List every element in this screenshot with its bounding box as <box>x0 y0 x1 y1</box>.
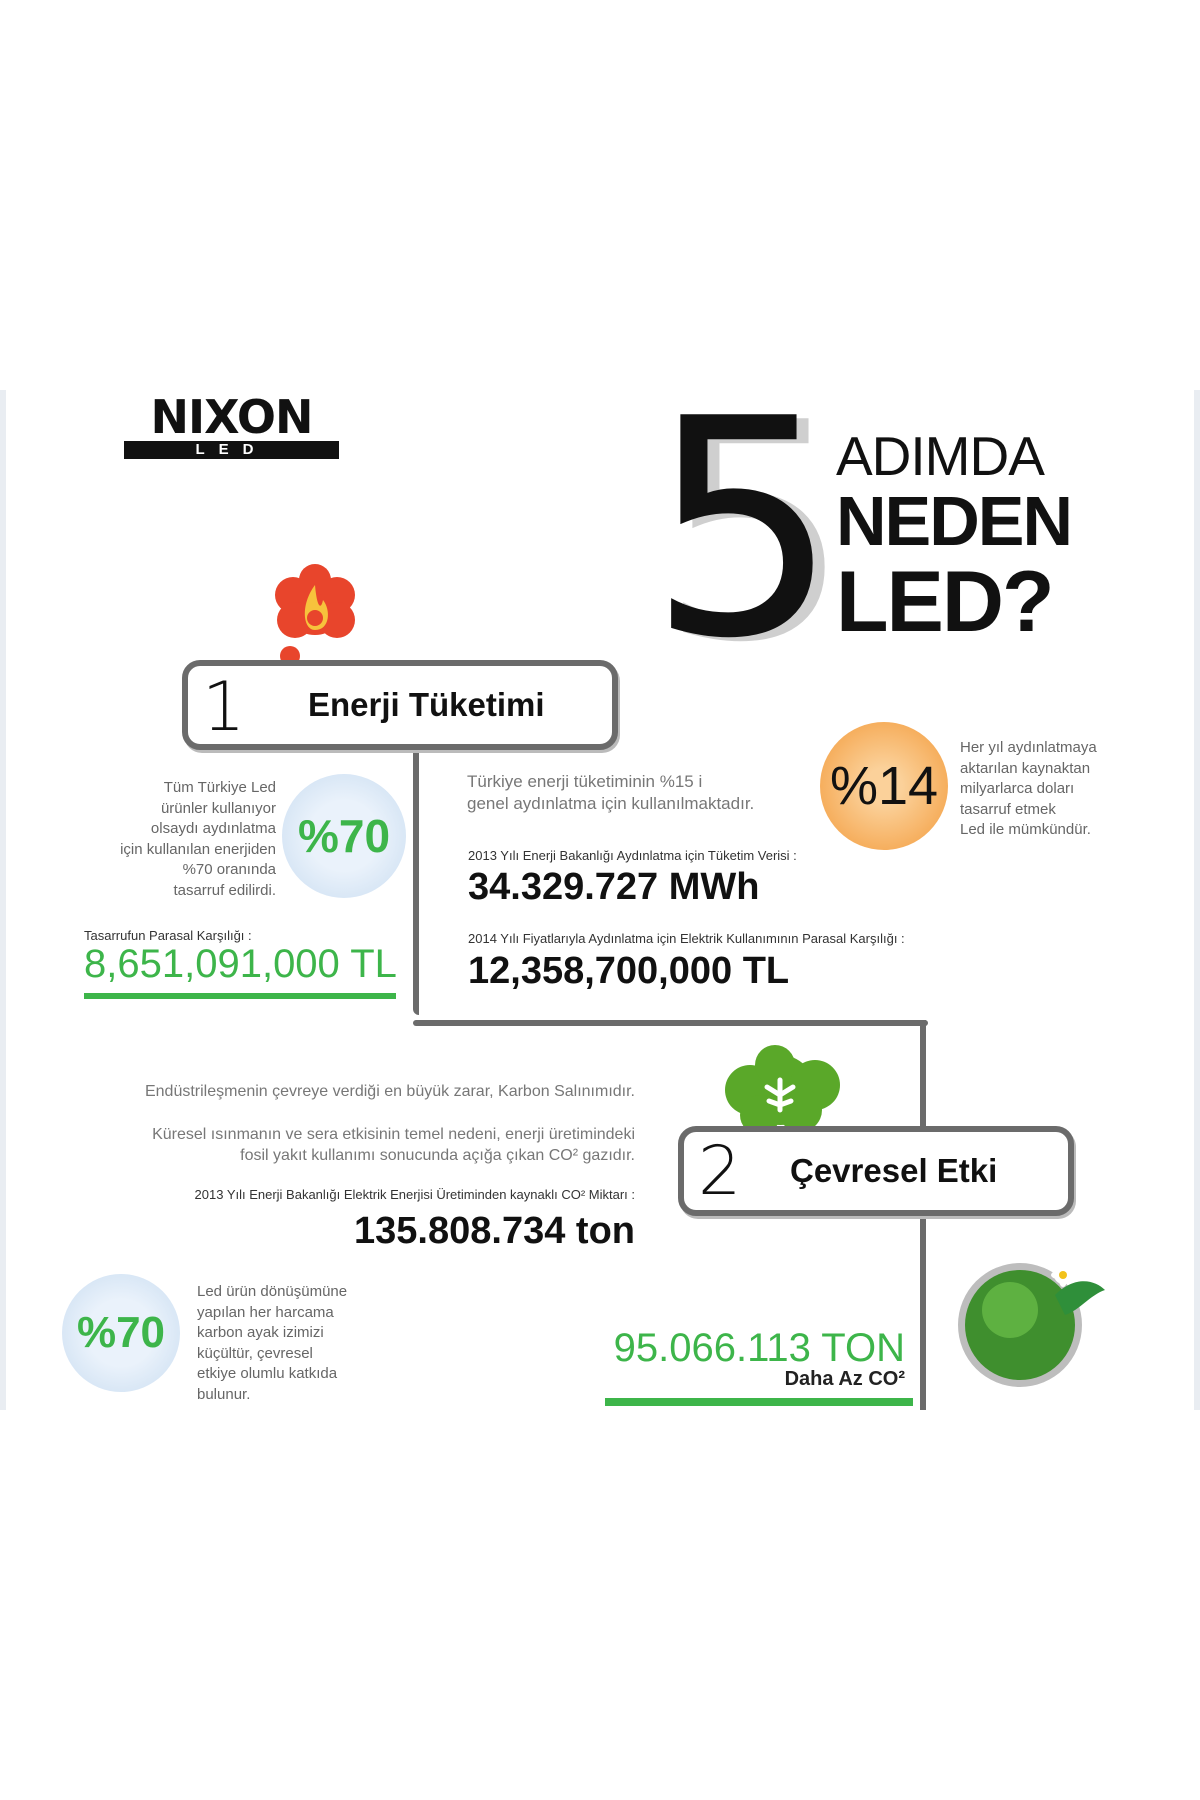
text-line: tasarruf edilirdi. <box>173 881 276 899</box>
savings-label: Tasarrufun Parasal Karşılığı : <box>84 928 252 943</box>
text-line: olsaydı aydınlatma <box>150 820 276 837</box>
headline-number: 5 <box>648 355 839 704</box>
orange-percent-badge: %14 <box>820 722 948 850</box>
connector-line <box>413 745 419 1015</box>
consumption-label: 2013 Yılı Enerji Bakanlığı Aydınlatma iç… <box>468 848 797 863</box>
nixon-led-logo: NIXON LED <box>124 394 339 460</box>
text-line: Türkiye enerji tüketiminin %15 i <box>467 772 703 791</box>
logo-brand: NIXON <box>150 390 313 444</box>
reduction-value: 95.066.113 TON <box>613 1326 905 1370</box>
section1-number: 1 <box>202 668 246 747</box>
left-border <box>0 390 6 1410</box>
section1-intro: Türkiye enerji tüketiminin %15 i genel a… <box>467 771 754 815</box>
text-line: fosil yakıt kullanımı sonucunda açığa çı… <box>240 1147 635 1164</box>
cost-label: 2014 Yılı Fiyatlarıyla Aydınlatma için E… <box>468 931 905 946</box>
text-line: tasarruf etmek <box>960 800 1056 818</box>
section2-left-text: Led ürün dönüşümüne yapılan her harcama … <box>197 1282 347 1405</box>
text-line: aktarılan kaynaktan <box>960 759 1091 777</box>
co2-value: 135.808.734 ton <box>354 1210 635 1252</box>
text-line: için kullanılan enerjiden <box>120 840 276 858</box>
text-line: bulunur. <box>197 1385 251 1403</box>
section1-title: Enerji Tüketimi <box>308 686 545 723</box>
headline-line2: NEDEN <box>836 482 1073 560</box>
headline-line3: LED? <box>836 554 1055 650</box>
leaf-cloud-icon <box>725 1045 840 1170</box>
section2-header: 2 Çevresel Etki <box>678 1126 1074 1216</box>
text-line: etkiye olumlu katkıda <box>197 1365 338 1382</box>
text-line: Led ürün dönüşümüne <box>197 1283 348 1300</box>
savings-bar <box>84 993 396 999</box>
section1-right-text: Her yıl aydınlatmaya aktarılan kaynaktan… <box>960 738 1097 841</box>
savings-value: 8,651,091,000 TL <box>84 942 397 986</box>
text-line: karbon ayak izimizi <box>197 1324 324 1341</box>
co2-label: 2013 Yılı Enerji Bakanlığı Elektrik Ener… <box>194 1187 635 1202</box>
section1-left-text: Tüm Türkiye Led ürünler kullanıyor olsay… <box>60 778 276 901</box>
section2-text2: Küresel ısınmanın ve sera etkisinin teme… <box>20 1124 635 1166</box>
cost-value: 12,358,700,000 TL <box>468 950 790 992</box>
text-line: yapılan her harcama <box>197 1303 334 1321</box>
text-line: Led ile mümkündür. <box>960 821 1091 838</box>
headline-line1: ADIMDA <box>836 425 1045 487</box>
text-line: Tüm Türkiye Led <box>163 779 276 796</box>
fire-cloud-icon <box>258 564 355 689</box>
text-line: küçültür, çevresel <box>197 1344 313 1362</box>
reduction-bar <box>605 1398 913 1406</box>
globe-daisy-icon <box>958 1263 1105 1387</box>
connector-line <box>413 1020 928 1026</box>
savings-percent-badge: %70 <box>282 774 406 898</box>
text-line: %70 oranında <box>182 861 276 878</box>
section2-number: 2 <box>698 1132 742 1211</box>
section2-title: Çevresel Etki <box>790 1152 998 1189</box>
text-line: Küresel ısınmanın ve sera etkisinin teme… <box>152 1126 635 1143</box>
text-line: milyarlarca doları <box>960 780 1075 797</box>
text-line: genel aydınlatma için kullanılmaktadır. <box>467 794 755 813</box>
section2-text1: Endüstrileşmenin çevreye verdiği en büyü… <box>144 1083 635 1100</box>
carbon-percent-badge: %70 <box>62 1274 180 1392</box>
consumption-value: 34.329.727 MWh <box>468 866 760 908</box>
logo-sub: LED <box>124 441 339 459</box>
right-border <box>1194 390 1200 1410</box>
text-line: Her yıl aydınlatmaya <box>960 739 1097 756</box>
reduction-label: Daha Az CO² <box>784 1368 905 1390</box>
section1-header: 1 Enerji Tüketimi <box>182 660 618 750</box>
text-line: ürünler kullanıyor <box>160 799 276 817</box>
